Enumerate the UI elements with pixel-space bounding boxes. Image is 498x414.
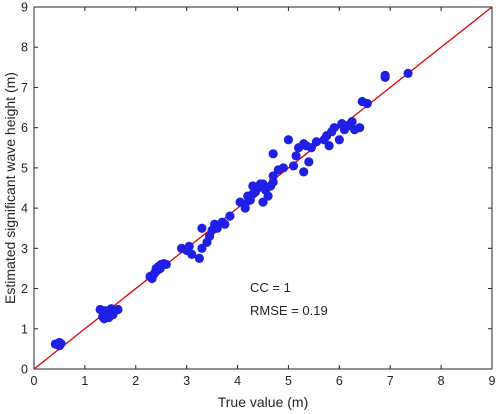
x-tick-label: 3 (183, 374, 190, 388)
data-point (347, 117, 357, 127)
data-point (324, 141, 334, 151)
data-point (278, 163, 288, 173)
data-point (187, 249, 197, 259)
data-points (50, 68, 413, 351)
data-point (197, 243, 207, 253)
data-point (291, 151, 301, 161)
y-tick-label: 9 (21, 1, 28, 15)
data-point (283, 135, 294, 145)
data-point (197, 223, 207, 233)
y-tick-label: 7 (21, 81, 28, 95)
data-point (54, 337, 65, 348)
data-point (304, 157, 314, 167)
data-point (263, 191, 273, 201)
y-tick-labels: 0 1 2 3 4 5 6 7 8 9 (21, 1, 28, 377)
data-point (225, 211, 235, 221)
x-tick-label: 5 (285, 374, 292, 388)
axis-ticks (34, 7, 492, 369)
data-point (268, 171, 278, 181)
data-point (355, 123, 365, 133)
x-tick-label: 4 (234, 374, 241, 388)
y-tick-label: 6 (21, 121, 28, 135)
x-tick-label: 6 (336, 374, 343, 388)
data-point (258, 197, 268, 207)
x-tick-label: 7 (387, 374, 394, 388)
data-point (334, 135, 344, 145)
data-point (212, 223, 222, 233)
data-point (194, 253, 204, 263)
y-tick-label: 1 (21, 322, 28, 336)
data-point (161, 259, 171, 270)
y-tick-label: 2 (21, 282, 28, 296)
data-point (329, 123, 339, 133)
data-point (403, 68, 413, 78)
x-tick-label: 0 (31, 374, 38, 388)
x-tick-label: 8 (438, 374, 445, 388)
data-point (380, 72, 390, 82)
y-tick-label: 0 (21, 363, 28, 377)
data-point (311, 137, 322, 147)
x-tick-label: 1 (81, 374, 88, 388)
data-point (184, 241, 194, 251)
x-axis-label: True value (m) (218, 394, 309, 410)
y-tick-label: 8 (21, 41, 28, 55)
y-axis-label: Estimated significant wave height (m) (2, 72, 18, 304)
y-tick-label: 3 (21, 242, 28, 256)
data-point (288, 161, 299, 171)
data-point (306, 143, 316, 153)
data-point (299, 167, 309, 177)
x-tick-label: 2 (132, 374, 139, 388)
data-point (113, 304, 123, 315)
data-point (268, 149, 278, 159)
annotation-rmse: RMSE = 0.19 (250, 303, 328, 318)
x-tick-labels: 0 1 2 3 4 5 6 7 8 9 (31, 374, 496, 388)
y-tick-label: 5 (21, 161, 28, 175)
data-point (240, 203, 250, 213)
data-point (220, 219, 230, 229)
data-point (362, 98, 372, 109)
annotation-cc: CC = 1 (250, 280, 291, 295)
x-tick-label: 9 (489, 374, 496, 388)
y-tick-label: 4 (21, 202, 28, 216)
